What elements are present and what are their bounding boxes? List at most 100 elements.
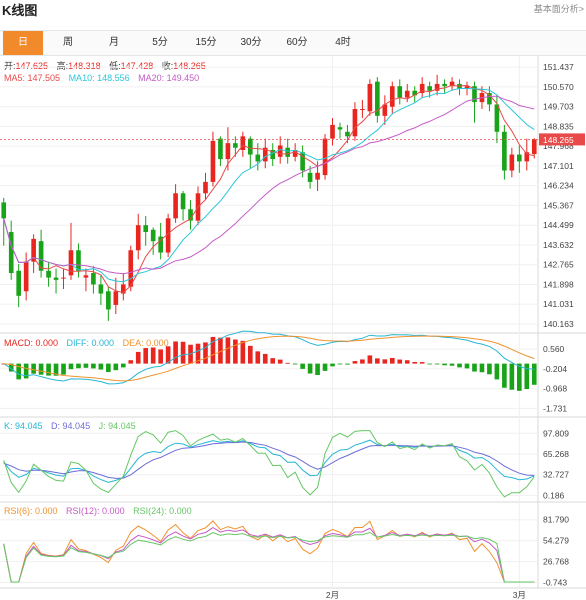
page-title: K线图 [2,3,38,18]
candle-body [255,154,261,162]
macd-bar [464,363,470,369]
rsi24-line [3,531,535,583]
price-tick-label: 146.234 [543,181,574,191]
macd-bar [375,358,380,364]
candle-body [53,277,59,280]
rsi24-label: RSI(24): 0.000 [133,506,192,516]
macd-bar [412,362,418,364]
tab-month[interactable]: 月 [109,37,119,48]
macd-bar [389,357,395,364]
rsi-tick-label: -0.743 [543,578,567,588]
candle-body [120,284,126,294]
kdj-tick-label: 32.727 [543,470,569,480]
candle-body [128,250,134,287]
tab-4hour[interactable]: 4时 [335,37,351,48]
ma20-line [3,95,535,275]
macd-bar [382,359,388,364]
macd-bar [322,363,328,371]
candle-body [502,131,507,171]
candle-body [487,93,492,105]
macd-bar [38,363,44,375]
price-tick-label: 140.163 [543,319,574,329]
price-tick-label: 141.031 [543,299,574,309]
fundamental-analysis-link[interactable]: 基本面分析> [533,4,584,14]
candle-body [427,86,432,91]
tab-week[interactable]: 周 [63,37,73,48]
macd-bar [248,345,253,364]
candle-body [188,209,193,221]
candle-body [367,83,373,112]
macd-bar [404,360,410,364]
macd-bar [203,342,208,364]
candle-body [83,275,89,278]
price-tick-label: 142.765 [543,260,574,270]
macd-bar [524,363,530,390]
tab-15min[interactable]: 15分 [195,37,217,48]
candle-body [203,181,208,194]
tab-5min[interactable]: 5分 [152,37,168,48]
open-value: 147.625 [15,61,49,71]
macd-bar [158,349,163,364]
candle-body [315,172,320,180]
price-tick-label: 143.632 [543,240,574,250]
macd-bar [180,341,186,364]
candle-body [375,81,380,116]
candle-body [345,131,350,137]
ma20-label: MA20: 149.450 [138,73,200,83]
price-tick-label: 145.367 [543,200,574,210]
candle-body [330,124,335,139]
candle-body [382,104,388,116]
candle-body [322,138,328,176]
macd-bar [517,363,522,391]
macd-bar [487,363,492,375]
candle-body [135,225,141,251]
macd-bar [68,363,74,370]
candle-body [449,81,455,87]
dea-label: DEA: 0.000 [122,338,169,348]
macd-bar [502,363,507,388]
month-tick-label: 2月 [326,590,339,600]
kdj-tick-label: 65.268 [543,449,569,459]
candle-body [91,273,96,285]
price-tick-label: 151.437 [543,62,574,72]
candle-body [262,147,268,162]
month-tick-label: 3月 [513,590,526,600]
price-tick-label: 149.703 [543,102,574,112]
candle-body [106,291,111,310]
tab-day[interactable]: 日 [3,31,43,55]
macd-bar [173,341,178,364]
tab-30min[interactable]: 30分 [240,37,262,48]
tab-60min[interactable]: 60分 [286,37,308,48]
macd-bar [98,363,104,370]
price-tick-label: 147.101 [543,161,574,171]
price-tick-label: 144.499 [543,220,574,230]
macd-bar [233,339,238,364]
candle-body [517,154,522,162]
candle-body [300,152,305,171]
candle-body [210,140,216,182]
open-label: 开: [4,61,16,71]
current-price-tag-text: 148.265 [543,135,574,145]
candle-body [158,236,163,253]
macd-bar [434,363,440,365]
candle-body [16,270,21,296]
macd-bar [262,353,268,364]
macd-bar [307,363,313,374]
macd-bar [472,363,477,372]
candle-body [113,291,119,305]
kdj-d-line [3,441,535,479]
macd-dif-line [3,330,535,385]
candle-body [285,147,290,157]
diff-label: DIFF: 0.000 [66,338,115,348]
macd-bar [315,363,320,376]
close-label: 收: [161,61,174,71]
macd-bar [292,363,298,365]
rsi-tick-label: 54.279 [543,536,569,546]
macd-bar [300,363,305,369]
candle-body [248,138,253,155]
kdj-j-line [3,430,535,498]
price-tick-label: 141.898 [543,279,574,289]
candle-body [46,270,51,278]
high-label: 高: [56,61,69,71]
